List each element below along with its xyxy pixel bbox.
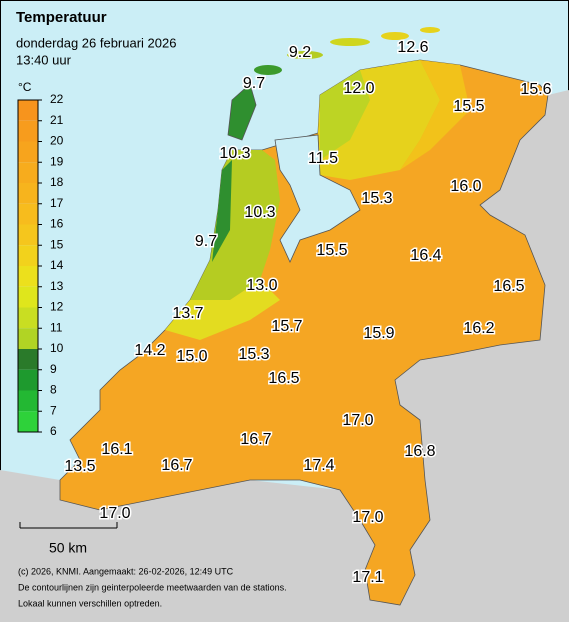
legend-swatch xyxy=(18,224,38,246)
legend-swatch xyxy=(18,390,38,412)
island xyxy=(254,65,282,75)
station-value: 12.0 xyxy=(343,80,374,97)
station-value: 9.7 xyxy=(195,233,217,250)
zone-dunes xyxy=(212,160,232,262)
legend-swatch xyxy=(18,307,38,329)
footer-line: De contourlijnen zijn geinterpoleerde me… xyxy=(18,582,287,592)
legend-swatch xyxy=(18,100,38,121)
legend-swatch xyxy=(18,266,38,287)
legend-label: 22 xyxy=(50,92,64,106)
station-value: 12.6 xyxy=(397,39,428,56)
station-value: 13.0 xyxy=(246,277,277,294)
zone-coast xyxy=(165,280,280,340)
station-value: 11.5 xyxy=(308,150,338,167)
station-value: 16.8 xyxy=(404,443,435,460)
footer-line: Lokaal kunnen verschillen optreden. xyxy=(18,598,162,608)
scale-label: 50 km xyxy=(49,540,87,556)
legend-label: 14 xyxy=(50,258,64,272)
station-value: 17.0 xyxy=(342,412,373,429)
station-value: 13.5 xyxy=(64,458,95,475)
legend-swatch xyxy=(18,183,38,204)
legend-swatch xyxy=(18,369,38,391)
legend-swatch xyxy=(18,328,38,349)
neighbour-land xyxy=(0,90,569,622)
station-value: 16.4 xyxy=(410,247,441,264)
legend-unit: °C xyxy=(18,80,32,94)
texel xyxy=(227,83,257,141)
station-value: 15.3 xyxy=(238,346,269,363)
zone-friesland xyxy=(320,70,370,160)
station-value: 15.3 xyxy=(361,190,392,207)
station-value: 15.9 xyxy=(363,325,394,342)
station-value: 15.6 xyxy=(520,81,551,98)
legend-label: 21 xyxy=(50,113,64,127)
legend-label: 6 xyxy=(50,424,57,438)
legend-label: 10 xyxy=(50,341,64,355)
title: Temperatuur xyxy=(16,9,107,26)
time: 13:40 uur xyxy=(16,52,72,67)
station-value: 10.3 xyxy=(244,204,275,221)
station-value: 17.0 xyxy=(99,505,130,522)
land xyxy=(59,59,549,606)
station-value: 9.2 xyxy=(289,44,311,61)
legend-swatch xyxy=(18,162,38,183)
station-value: 15.7 xyxy=(271,318,302,335)
station-value: 16.0 xyxy=(450,178,481,195)
station-value: 9.7 xyxy=(243,75,265,92)
station-value: 10.3 xyxy=(219,145,250,162)
zone-northeast xyxy=(400,60,470,170)
legend-label: 19 xyxy=(50,154,64,168)
station-value: 16.7 xyxy=(240,431,271,448)
station-value: 16.5 xyxy=(493,278,524,295)
station-value: 15.5 xyxy=(316,242,347,259)
legend-swatch xyxy=(18,245,38,266)
legend-label: 12 xyxy=(50,300,64,314)
island xyxy=(381,32,409,40)
station-value: 16.7 xyxy=(161,457,192,474)
footer-line: (c) 2026, KNMI. Aangemaakt: 26-02-2026, … xyxy=(18,566,234,576)
legend-label: 11 xyxy=(50,320,63,334)
station-value: 16.5 xyxy=(268,370,299,387)
island xyxy=(420,27,440,33)
station-value: 17.0 xyxy=(352,509,383,526)
station-value: 17.4 xyxy=(303,457,334,474)
legend-label: 8 xyxy=(50,383,57,397)
legend-label: 18 xyxy=(50,175,64,189)
station-value: 16.1 xyxy=(101,441,132,458)
station-value: 13.7 xyxy=(172,305,203,322)
legend-label: 17 xyxy=(50,196,64,210)
legend-label: 7 xyxy=(50,403,57,417)
legend-label: 15 xyxy=(50,237,64,251)
legend-swatch xyxy=(18,120,38,142)
zone-west xyxy=(190,150,280,300)
station-value: 14.2 xyxy=(134,342,165,359)
legend-label: 16 xyxy=(50,217,64,231)
legend-swatch xyxy=(18,141,38,163)
legend-swatch xyxy=(18,411,38,432)
legend-label: 13 xyxy=(50,279,64,293)
legend-swatch xyxy=(18,203,38,225)
ijsselmeer xyxy=(274,134,361,263)
legend-label: 9 xyxy=(50,362,57,376)
station-value: 16.2 xyxy=(463,320,494,337)
island xyxy=(287,51,323,59)
station-value: 17.1 xyxy=(352,569,383,586)
station-value: 15.0 xyxy=(176,348,207,365)
legend-swatch xyxy=(18,286,38,308)
station-value: 15.5 xyxy=(453,98,484,115)
date: donderdag 26 februari 2026 xyxy=(16,35,176,50)
island xyxy=(330,38,370,46)
legend-swatch xyxy=(18,349,38,370)
legend-label: 20 xyxy=(50,134,64,148)
